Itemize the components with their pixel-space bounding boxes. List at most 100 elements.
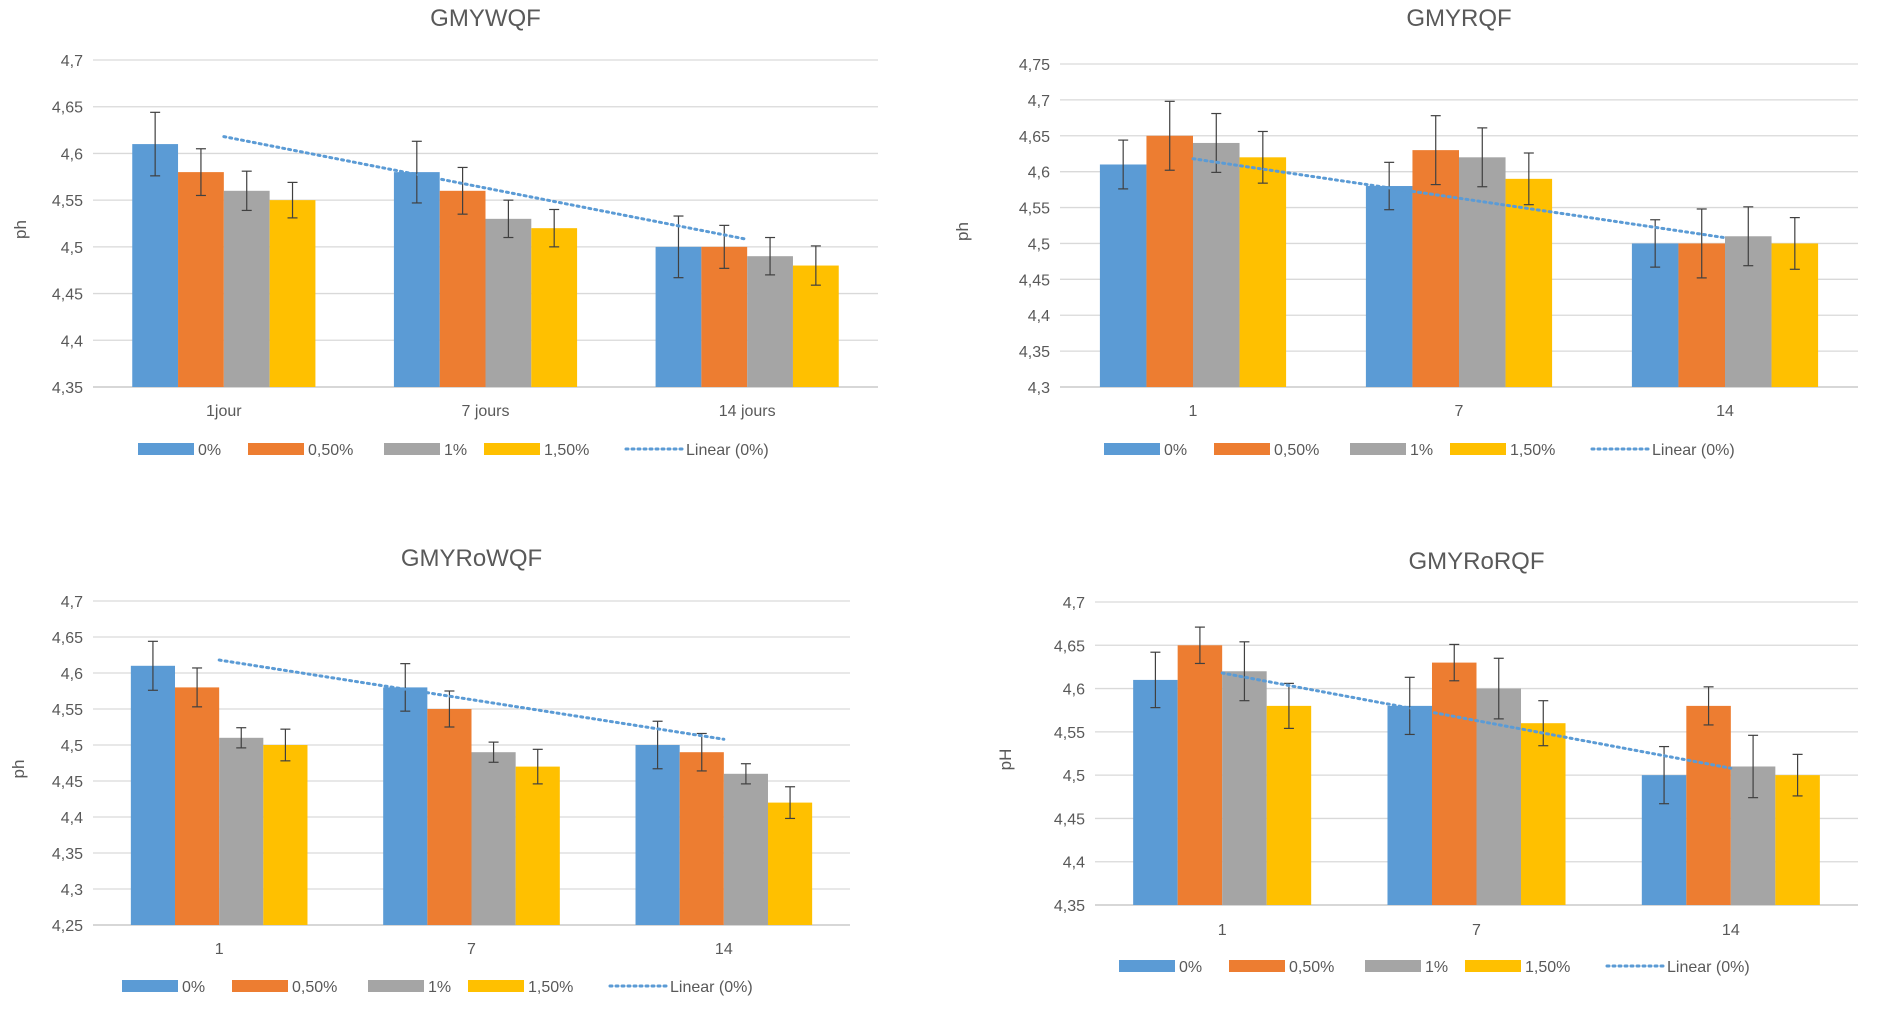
legend-label: 0% xyxy=(1164,442,1187,459)
legend-label: 1% xyxy=(1425,959,1448,976)
bar-1-7 xyxy=(1459,157,1506,387)
y-tick-label: 4,65 xyxy=(52,630,83,647)
error-bar xyxy=(1696,208,1707,279)
legend-label: 0% xyxy=(198,442,221,459)
legend-item: 1,50% xyxy=(468,979,573,996)
error-bar xyxy=(1477,127,1488,188)
error-bar xyxy=(280,728,291,762)
legend-swatch xyxy=(1119,960,1175,972)
legend-item: 0% xyxy=(1119,959,1202,976)
error-bar xyxy=(1789,217,1800,270)
error-bar xyxy=(457,166,468,215)
y-axis-label: ph xyxy=(953,222,972,241)
bar-050-7 xyxy=(427,709,472,925)
legend-label: 0% xyxy=(1179,959,1202,976)
bar-1-7-jours xyxy=(485,218,532,387)
bar-0-1 xyxy=(1133,679,1178,905)
y-tick-label: 4,45 xyxy=(52,774,83,791)
legend-label: 1,50% xyxy=(528,979,573,996)
trendline-linear-0 xyxy=(1191,157,1727,240)
bar-050-14 xyxy=(1686,705,1731,905)
bar-0-7-jours xyxy=(393,172,440,387)
y-tick-label: 4,4 xyxy=(1028,308,1050,325)
error-bar xyxy=(785,786,796,820)
error-bar xyxy=(400,663,411,712)
y-tick-label: 4,5 xyxy=(61,240,83,257)
y-tick-label: 4,7 xyxy=(1028,93,1050,110)
bar-0-1 xyxy=(1099,164,1147,387)
bar-150-1 xyxy=(1266,705,1312,905)
y-tick-label: 4,45 xyxy=(1054,811,1085,828)
bar-0-1 xyxy=(130,665,176,925)
bar-150-7 xyxy=(515,766,560,925)
legend-label: 0,50% xyxy=(1289,959,1334,976)
error-bar xyxy=(1493,657,1504,720)
legend-swatch xyxy=(1214,443,1270,455)
legend-item: 1% xyxy=(384,442,467,459)
error-bar xyxy=(765,236,776,276)
legend-swatch xyxy=(1365,960,1421,972)
bar-050-14-jours xyxy=(701,246,748,387)
error-bar xyxy=(1792,753,1803,797)
legend-label: 0% xyxy=(182,979,205,996)
y-tick-label: 4,65 xyxy=(52,100,83,117)
legend-item: 0,50% xyxy=(1214,442,1319,459)
legend-item: Linear (0%) xyxy=(1605,959,1750,976)
error-bar xyxy=(1538,700,1549,747)
error-bar xyxy=(195,148,206,197)
bar-1-1 xyxy=(1193,142,1240,387)
legend-label: Linear (0%) xyxy=(1652,442,1735,459)
y-tick-label: 4,45 xyxy=(1019,272,1050,289)
bar-150-1 xyxy=(263,745,308,925)
bar-1-1jour xyxy=(223,190,270,387)
trendline-linear-0 xyxy=(222,135,749,241)
error-bar xyxy=(1257,130,1268,184)
bar-1-1 xyxy=(1222,671,1267,905)
error-bar xyxy=(1384,161,1395,211)
error-bar xyxy=(1150,651,1161,709)
error-bar xyxy=(1449,643,1460,682)
error-bar xyxy=(147,640,158,691)
legend-item: 0% xyxy=(1104,442,1187,459)
bar-050-1 xyxy=(175,687,220,925)
error-bar xyxy=(241,170,252,212)
legend-item: 1% xyxy=(1350,442,1433,459)
legend: 0% 0,50% 1% 1,50% Linear (0%) xyxy=(1119,959,1750,976)
legend: 0% 0,50% 1% 1,50% Linear (0%) xyxy=(138,442,769,459)
legend-swatch xyxy=(1465,960,1521,972)
y-tick-label: 4,55 xyxy=(1019,201,1050,218)
bar-1-7 xyxy=(471,752,516,925)
legend: 0% 0,50% 1% 1,50% Linear (0%) xyxy=(122,979,753,996)
bar-0-7 xyxy=(1365,186,1413,387)
y-tick-label: 4,55 xyxy=(52,193,83,210)
chart-2: GMYRQF ph 4,3 4,35 4,4 4,45 4,5 4,55 4,6 4,65 4,7 4… xyxy=(953,5,1858,459)
y-tick-label: 4,7 xyxy=(61,594,83,611)
chart-title: GMYRoRQF xyxy=(1408,548,1544,575)
legend-item: Linear (0%) xyxy=(608,979,753,996)
y-tick-label: 4,25 xyxy=(52,918,83,935)
error-bar xyxy=(1523,152,1534,206)
bar-0-14 xyxy=(635,745,680,925)
y-tick-label: 4,3 xyxy=(1028,380,1050,397)
legend-label: 0,50% xyxy=(292,979,337,996)
y-tick-label: 4,6 xyxy=(1028,165,1050,182)
y-tick-label: 4,55 xyxy=(52,702,83,719)
legend-item: Linear (0%) xyxy=(1590,442,1735,459)
legend-item: 0,50% xyxy=(232,979,337,996)
legend-swatch xyxy=(484,443,540,455)
bar-150-7 xyxy=(1521,723,1566,905)
bar-050-7-jours xyxy=(439,190,486,387)
y-tick-label: 4,6 xyxy=(61,666,83,683)
error-bar xyxy=(810,245,821,286)
legend-item: Linear (0%) xyxy=(624,442,769,459)
bar-1-14 xyxy=(723,773,768,925)
legend-item: 0% xyxy=(122,979,205,996)
bar-0-1jour xyxy=(132,144,179,387)
y-tick-label: 4,35 xyxy=(52,380,83,397)
bar-150-14-jours xyxy=(792,265,839,387)
error-bar xyxy=(1743,206,1754,267)
legend-label: 1% xyxy=(444,442,467,459)
legend-swatch xyxy=(1104,443,1160,455)
